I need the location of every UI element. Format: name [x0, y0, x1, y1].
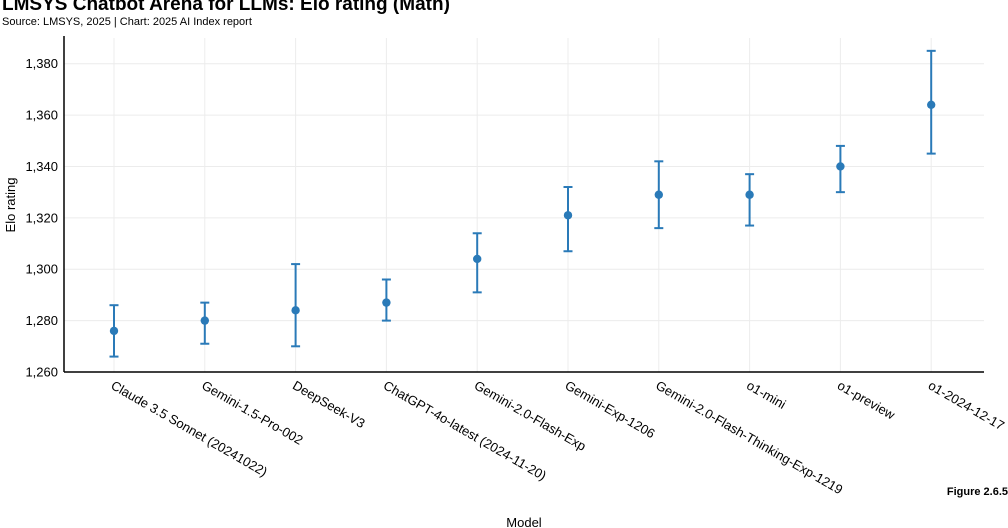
- marks-layer: [109, 49, 936, 358]
- data-point: [927, 100, 936, 110]
- x-tick-label: o1-2024-12-17: [926, 378, 1007, 434]
- x-tick-label: Claude 3.5 Sonnet (20241022): [109, 378, 270, 480]
- axes-layer: [63, 36, 984, 373]
- data-point: [473, 254, 482, 264]
- data-point: [109, 326, 119, 336]
- y-tick-label: 1,320: [25, 210, 58, 225]
- data-point: [200, 316, 209, 325]
- y-tick-label: 1,380: [25, 56, 58, 71]
- y-tick-label: 1,360: [25, 108, 58, 123]
- chart-title: LMSYS Chatbot Arena for LLMs: Elo rating…: [2, 0, 450, 15]
- x-tick-label: DeepSeek-V3: [290, 378, 368, 431]
- data-point: [291, 306, 300, 315]
- labels-layer: 1,260 1,280 1,300 1,320 1,340 1,360 1,380 Claud…: [3, 56, 1007, 528]
- chart-subtitle: Source: LMSYS, 2025 | Chart: 2025 AI Ind…: [2, 16, 252, 28]
- data-point: [654, 190, 663, 199]
- y-tick-label: 1,280: [25, 313, 58, 328]
- data-point: [563, 211, 573, 220]
- data-point: [382, 298, 391, 307]
- y-tick-label: 1,300: [25, 262, 58, 277]
- data-point: [836, 162, 845, 171]
- data-point: [745, 190, 754, 199]
- y-tick-label: 1,260: [25, 365, 58, 380]
- x-tick-label: o1-mini: [744, 378, 789, 412]
- x-axis-title: Model: [506, 515, 542, 528]
- x-tick-label: o1-preview: [835, 378, 898, 423]
- x-tick-label: Gemini-Exp-1206: [563, 378, 658, 442]
- x-tick-label: ChatGPT-4o-latest (2024-11-20): [381, 378, 549, 484]
- x-tick-label: Gemini-2.0-Flash-Thinking-Exp-1219: [653, 378, 845, 498]
- figure-label: Figure 2.6.5: [946, 486, 1008, 498]
- y-tick-label: 1,340: [25, 159, 58, 174]
- y-axis-title: Elo rating: [3, 178, 18, 233]
